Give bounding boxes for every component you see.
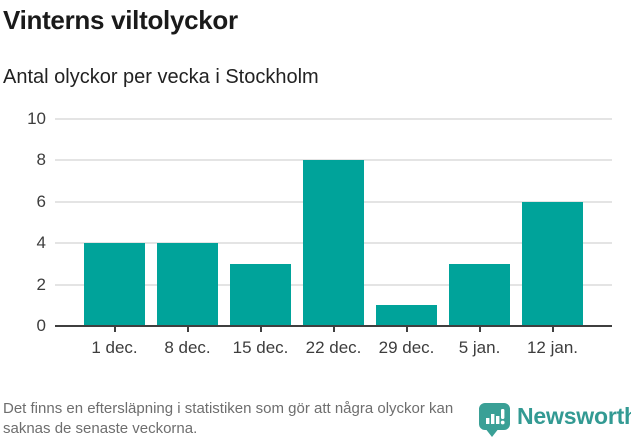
y-axis-labels: 0 2 4 6 8 10 bbox=[0, 109, 46, 335]
gridline-y-10 bbox=[55, 118, 612, 120]
bar-8dec bbox=[157, 243, 218, 326]
x-axis-tick bbox=[259, 326, 262, 332]
y-tick-label: 8 bbox=[36, 150, 46, 170]
x-tick-label: 12 jan. bbox=[526, 338, 579, 357]
chart-title: Vinterns viltolyckor bbox=[3, 5, 238, 35]
y-tick-label: 6 bbox=[36, 191, 46, 211]
x-tick-label: 29 dec. bbox=[378, 338, 435, 357]
footer-note: Det finns en eftersläpning i statistiken… bbox=[3, 400, 454, 437]
newsworthy-logo-icon bbox=[479, 403, 510, 437]
x-axis-tick bbox=[478, 326, 481, 332]
y-tick-label: 2 bbox=[36, 274, 46, 294]
x-tick-label: 1 dec. bbox=[91, 338, 138, 357]
bar-22dec bbox=[303, 160, 364, 326]
plot-area: 1 dec. 8 dec. 15 dec. 22 dec. 29 dec. 5 jan. 1… bbox=[55, 118, 612, 357]
bar-15dec bbox=[230, 264, 291, 326]
bar-5jan bbox=[449, 264, 510, 326]
y-tick-label: 4 bbox=[36, 233, 46, 253]
x-tick-label: 5 jan. bbox=[458, 338, 501, 357]
x-tick-label: 15 dec. bbox=[232, 338, 289, 357]
x-axis-tick bbox=[332, 326, 335, 332]
bar-29dec bbox=[376, 305, 437, 326]
x-axis-tick bbox=[405, 326, 408, 332]
bar-12jan bbox=[522, 202, 583, 326]
x-tick-label: 22 dec. bbox=[305, 338, 362, 357]
y-tick-label: 10 bbox=[27, 109, 46, 128]
x-axis-tick bbox=[186, 326, 189, 332]
x-tick-label: 8 dec. bbox=[164, 338, 211, 357]
brand-name: Newsworthy bbox=[517, 403, 631, 429]
y-tick-label: 0 bbox=[36, 316, 46, 335]
brand-logo: Newsworthy bbox=[478, 402, 631, 438]
chart-subtitle: Antal olyckor per vecka i Stockholm bbox=[3, 66, 319, 88]
bar-1dec bbox=[84, 243, 145, 326]
x-axis-tick bbox=[113, 326, 116, 332]
x-axis-tick bbox=[551, 326, 554, 332]
